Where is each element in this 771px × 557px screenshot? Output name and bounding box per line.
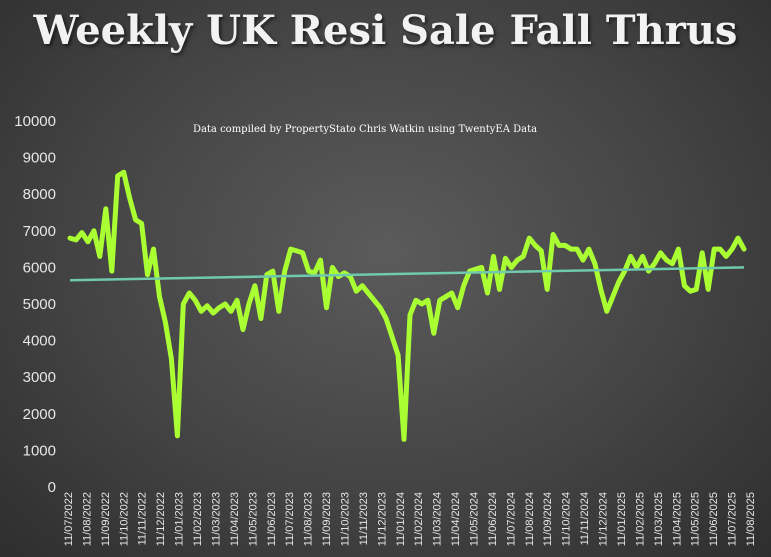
- x-tick-label: 11/07/2025: [727, 492, 739, 546]
- y-tick-label: 10000: [14, 113, 56, 130]
- x-tick-label: 11/10/2024: [561, 492, 573, 546]
- x-tick-label: 11/07/2024: [505, 492, 517, 546]
- x-tick-label: 11/07/2022: [63, 492, 75, 546]
- x-tick-label: 11/09/2022: [100, 492, 112, 546]
- x-tick-label: 11/11/2023: [358, 492, 370, 545]
- x-tick-label: 11/08/2022: [81, 492, 93, 546]
- chart-subtitle: Data compiled by PropertyStato Chris Wat…: [192, 124, 538, 135]
- x-tick-label: 11/05/2023: [247, 492, 259, 546]
- x-tick-label: 11/04/2025: [671, 492, 683, 546]
- x-tick-label: 11/11/2022: [137, 492, 149, 545]
- x-tick-label: 11/04/2023: [229, 492, 241, 546]
- x-tick-label: 11/08/2025: [745, 492, 757, 546]
- trend-line: [69, 266, 745, 282]
- x-tick-label: 11/06/2025: [708, 492, 720, 546]
- x-tick-label: 11/12/2024: [598, 492, 610, 546]
- x-tick-label: 11/03/2023: [210, 492, 222, 546]
- y-tick-label: 1000: [23, 442, 56, 459]
- x-tick-label: 11/06/2024: [487, 492, 499, 546]
- x-tick-label: 11/02/2023: [192, 492, 204, 546]
- y-tick-label: 5000: [23, 296, 56, 313]
- x-tick-label: 11/07/2023: [284, 492, 296, 546]
- x-tick-label: 11/03/2025: [653, 492, 665, 546]
- x-tick-label: 11/10/2022: [118, 492, 130, 546]
- y-tick-label: 6000: [23, 259, 56, 276]
- x-tick-label: 11/09/2024: [542, 492, 554, 546]
- chart-title: Weekly UK Resi Sale Fall Thrus: [33, 7, 738, 54]
- y-tick-label: 7000: [23, 223, 56, 240]
- x-tick-label: 11/05/2025: [690, 492, 702, 546]
- x-tick-label: 11/12/2023: [376, 492, 388, 546]
- x-tick-label: 11/04/2024: [450, 492, 462, 546]
- y-tick-label: 4000: [23, 333, 56, 350]
- x-tick-label: 11/05/2024: [469, 492, 481, 546]
- x-tick-label: 11/01/2025: [616, 492, 628, 546]
- x-tick-label: 11/11/2024: [579, 492, 591, 545]
- x-tick-label: 11/01/2024: [395, 492, 407, 546]
- x-tick-label: 11/01/2023: [174, 492, 186, 546]
- y-tick-label: 9000: [23, 150, 56, 167]
- series-line: [67, 169, 747, 442]
- y-tick-label: 3000: [23, 369, 56, 386]
- x-tick-label: 11/08/2024: [524, 492, 536, 546]
- y-tick-label: 2000: [23, 406, 56, 423]
- x-tick-label: 11/02/2024: [413, 492, 425, 546]
- x-tick-label: 11/06/2023: [266, 492, 278, 546]
- x-tick-label: 11/08/2023: [303, 492, 315, 546]
- y-tick-label: 0: [48, 479, 56, 496]
- x-tick-label: 11/03/2024: [432, 492, 444, 546]
- x-tick-label: 11/09/2023: [321, 492, 333, 546]
- y-tick-label: 8000: [23, 186, 56, 203]
- x-tick-label: 11/02/2025: [634, 492, 646, 546]
- x-tick-label: 11/10/2023: [339, 492, 351, 546]
- x-tick-label: 11/12/2022: [155, 492, 167, 546]
